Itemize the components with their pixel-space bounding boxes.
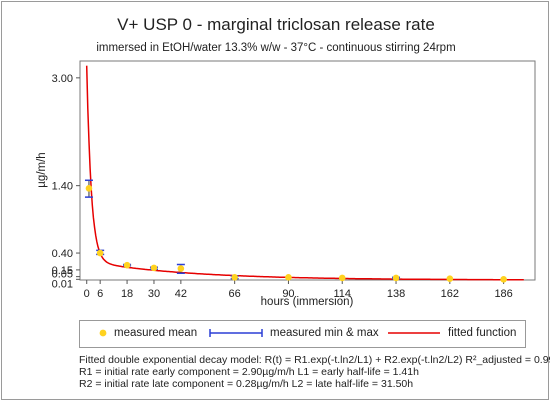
legend-item-fitted: fitted function	[386, 326, 516, 342]
x-tick-label: 90	[282, 288, 294, 300]
mean-point	[500, 276, 507, 283]
y-tick-label: 3.00	[52, 73, 73, 85]
legend-label: fitted function	[448, 327, 517, 339]
mean-point	[96, 249, 104, 257]
mean-point	[231, 274, 238, 281]
mean-point	[123, 261, 131, 269]
legend-marker-min-max	[209, 329, 263, 337]
model-note: R1 = initial rate early component = 2.90…	[79, 366, 419, 378]
model-note: R2 = initial rate late component = 0.28µ…	[79, 378, 414, 390]
mean-point	[150, 264, 158, 272]
mean-point	[177, 265, 185, 272]
legend-marker-mean	[99, 329, 107, 337]
legend-item-measured-mean: measured mean	[98, 326, 218, 342]
plot-background	[79, 60, 536, 281]
x-tick-label: 6	[97, 288, 103, 300]
legend-item-min-max: measured min & max	[208, 326, 379, 342]
mean-point	[85, 185, 93, 192]
chart-title: V+ USP 0 - marginal triclosan release ra…	[117, 15, 435, 34]
x-tick-label: 66	[229, 288, 241, 300]
legend-label: measured mean	[114, 327, 198, 339]
legend-marker-fitted	[388, 332, 440, 334]
mean-point	[446, 275, 454, 282]
y-tick-label: 1.40	[52, 181, 73, 193]
plot-area: µg/m/h hours (immersion) 0.010.050.15 0.4…	[36, 60, 536, 308]
mean-point	[392, 274, 400, 282]
x-tick-label: 30	[148, 288, 160, 300]
x-axis-label: hours (immersion)	[261, 296, 354, 308]
x-tick-label: 114	[333, 288, 351, 300]
x-tick-label: 186	[494, 288, 512, 300]
mean-point	[285, 274, 292, 281]
y-tick-label: 0.15	[52, 265, 73, 277]
x-tick-label: 0	[84, 288, 90, 300]
y-tick-label: 0.01	[52, 278, 73, 290]
legend: measured mean measured min & max fitted …	[79, 320, 526, 348]
y-axis-label: µg/m/h	[36, 152, 48, 187]
legend-label: measured min & max	[270, 327, 379, 339]
x-tick-label: 162	[441, 288, 459, 300]
chart-subtitle: immersed in EtOH/water 13.3% w/w - 37°C …	[96, 42, 456, 54]
x-tick-label: 138	[387, 288, 405, 300]
model-note: Fitted double exponential decay model: R…	[79, 354, 550, 366]
x-tick-label: 42	[175, 288, 187, 300]
mean-point	[338, 274, 346, 282]
y-tick-label: 0.40	[52, 248, 73, 260]
y-tick-label: 0.05	[52, 269, 73, 281]
x-tick-label: 18	[121, 288, 133, 300]
